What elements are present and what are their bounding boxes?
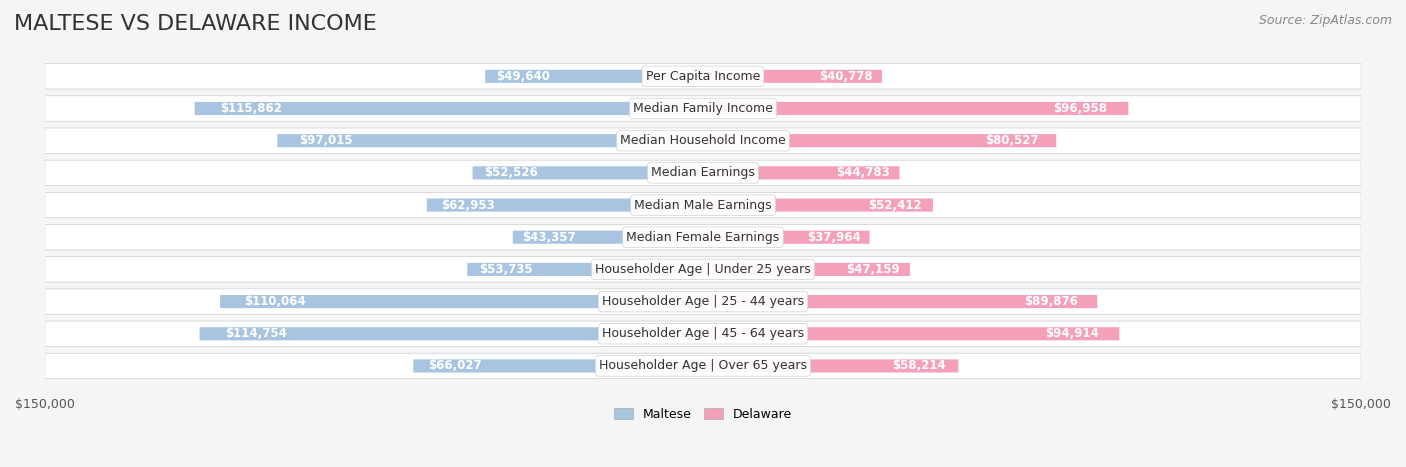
Text: $114,754: $114,754 xyxy=(225,327,287,340)
Text: $52,526: $52,526 xyxy=(484,166,538,179)
Text: $94,914: $94,914 xyxy=(1045,327,1098,340)
FancyBboxPatch shape xyxy=(45,321,1361,347)
Text: MALTESE VS DELAWARE INCOME: MALTESE VS DELAWARE INCOME xyxy=(14,14,377,34)
FancyBboxPatch shape xyxy=(703,70,882,83)
FancyBboxPatch shape xyxy=(703,166,900,179)
FancyBboxPatch shape xyxy=(485,70,703,83)
Text: $43,357: $43,357 xyxy=(522,231,576,244)
FancyBboxPatch shape xyxy=(277,134,703,147)
Text: Median Family Income: Median Family Income xyxy=(633,102,773,115)
Text: $97,015: $97,015 xyxy=(298,134,353,147)
FancyBboxPatch shape xyxy=(703,134,1056,147)
FancyBboxPatch shape xyxy=(45,64,1361,89)
Text: Median Female Earnings: Median Female Earnings xyxy=(627,231,779,244)
FancyBboxPatch shape xyxy=(703,231,869,244)
Text: $62,953: $62,953 xyxy=(440,198,495,212)
Text: Per Capita Income: Per Capita Income xyxy=(645,70,761,83)
FancyBboxPatch shape xyxy=(513,231,703,244)
Text: $47,159: $47,159 xyxy=(846,263,900,276)
Text: $53,735: $53,735 xyxy=(479,263,533,276)
Text: Householder Age | 25 - 44 years: Householder Age | 25 - 44 years xyxy=(602,295,804,308)
Text: Median Household Income: Median Household Income xyxy=(620,134,786,147)
FancyBboxPatch shape xyxy=(200,327,703,340)
FancyBboxPatch shape xyxy=(427,198,703,212)
Text: Median Earnings: Median Earnings xyxy=(651,166,755,179)
FancyBboxPatch shape xyxy=(703,263,910,276)
Text: $37,964: $37,964 xyxy=(807,231,862,244)
FancyBboxPatch shape xyxy=(472,166,703,179)
Text: $80,527: $80,527 xyxy=(986,134,1039,147)
FancyBboxPatch shape xyxy=(703,327,1119,340)
Text: $52,412: $52,412 xyxy=(868,198,921,212)
Text: $58,214: $58,214 xyxy=(891,360,946,373)
FancyBboxPatch shape xyxy=(467,263,703,276)
FancyBboxPatch shape xyxy=(45,192,1361,218)
Text: Householder Age | Over 65 years: Householder Age | Over 65 years xyxy=(599,360,807,373)
Text: Householder Age | 45 - 64 years: Householder Age | 45 - 64 years xyxy=(602,327,804,340)
FancyBboxPatch shape xyxy=(703,102,1129,115)
Text: $115,862: $115,862 xyxy=(221,102,283,115)
Text: $89,876: $89,876 xyxy=(1024,295,1077,308)
Text: Householder Age | Under 25 years: Householder Age | Under 25 years xyxy=(595,263,811,276)
FancyBboxPatch shape xyxy=(703,198,934,212)
Text: Median Male Earnings: Median Male Earnings xyxy=(634,198,772,212)
Text: $66,027: $66,027 xyxy=(427,360,481,373)
FancyBboxPatch shape xyxy=(45,353,1361,379)
Text: $44,783: $44,783 xyxy=(837,166,890,179)
FancyBboxPatch shape xyxy=(221,295,703,308)
Text: $110,064: $110,064 xyxy=(245,295,307,308)
FancyBboxPatch shape xyxy=(703,360,959,373)
Text: Source: ZipAtlas.com: Source: ZipAtlas.com xyxy=(1258,14,1392,27)
Text: $40,778: $40,778 xyxy=(820,70,873,83)
FancyBboxPatch shape xyxy=(45,257,1361,282)
FancyBboxPatch shape xyxy=(45,289,1361,314)
FancyBboxPatch shape xyxy=(194,102,703,115)
Text: $96,958: $96,958 xyxy=(1053,102,1107,115)
FancyBboxPatch shape xyxy=(45,225,1361,250)
FancyBboxPatch shape xyxy=(45,96,1361,121)
Text: $49,640: $49,640 xyxy=(496,70,550,83)
FancyBboxPatch shape xyxy=(45,160,1361,185)
FancyBboxPatch shape xyxy=(413,360,703,373)
FancyBboxPatch shape xyxy=(703,295,1097,308)
FancyBboxPatch shape xyxy=(45,128,1361,153)
Legend: Maltese, Delaware: Maltese, Delaware xyxy=(609,403,797,426)
